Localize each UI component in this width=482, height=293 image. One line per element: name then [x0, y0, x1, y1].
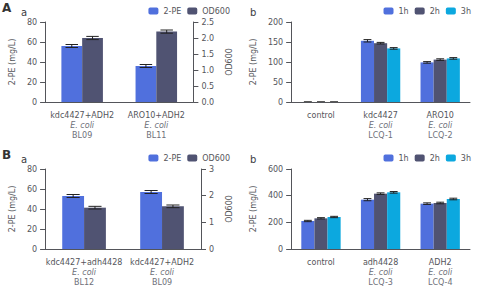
- svg-text:control: control: [307, 258, 335, 267]
- svg-text:kdc4427: kdc4427: [363, 111, 397, 120]
- svg-text:adh4428: adh4428: [363, 258, 398, 267]
- svg-text:100: 100: [268, 58, 283, 67]
- svg-text:b: b: [250, 7, 256, 18]
- svg-text:BL09: BL09: [152, 278, 172, 287]
- svg-text:a: a: [21, 7, 27, 18]
- svg-text:1h: 1h: [399, 7, 409, 16]
- svg-text:b: b: [250, 154, 256, 165]
- svg-text:3h: 3h: [461, 154, 471, 163]
- svg-text:E. coli: E. coli: [72, 268, 97, 277]
- svg-text:0: 0: [278, 245, 283, 254]
- svg-text:E. coli: E. coli: [428, 121, 453, 130]
- svg-text:20: 20: [27, 225, 37, 234]
- svg-text:E. coli: E. coli: [428, 268, 453, 277]
- svg-text:2-PE: 2-PE: [163, 154, 181, 163]
- svg-text:a: a: [21, 154, 27, 165]
- svg-text:E. coli: E. coli: [369, 121, 394, 130]
- svg-text:control: control: [307, 111, 335, 120]
- svg-text:2-PE (mg/L): 2-PE (mg/L): [249, 186, 258, 233]
- svg-text:80: 80: [27, 18, 37, 27]
- svg-text:LCQ-2: LCQ-2: [428, 131, 453, 140]
- svg-text:40: 40: [27, 205, 37, 214]
- svg-text:600: 600: [268, 165, 283, 174]
- svg-text:200: 200: [268, 18, 283, 27]
- svg-text:150: 150: [268, 38, 283, 47]
- svg-text:2-PE: 2-PE: [163, 7, 181, 16]
- svg-text:kdc4427+ADH2: kdc4427+ADH2: [50, 111, 114, 120]
- svg-text:1h: 1h: [399, 154, 409, 163]
- svg-text:2-PE (mg/L): 2-PE (mg/L): [249, 39, 258, 86]
- svg-text:ARO10+ADH2: ARO10+ADH2: [128, 111, 185, 120]
- svg-text:OD600: OD600: [202, 154, 230, 163]
- svg-text:2h: 2h: [430, 7, 440, 16]
- svg-text:kdc4427+ADH2: kdc4427+ADH2: [130, 258, 194, 267]
- svg-text:400: 400: [268, 191, 283, 200]
- svg-text:OD600: OD600: [225, 195, 234, 223]
- svg-text:BL11: BL11: [146, 131, 166, 140]
- svg-text:3: 3: [209, 165, 214, 174]
- svg-text:OD600: OD600: [225, 48, 234, 76]
- svg-text:LCQ-1: LCQ-1: [368, 131, 393, 140]
- svg-text:E. coli: E. coli: [369, 268, 394, 277]
- svg-text:ADH2: ADH2: [429, 258, 452, 267]
- svg-text:ARO10: ARO10: [426, 111, 454, 120]
- svg-text:0.0: 0.0: [201, 98, 214, 107]
- svg-text:40: 40: [27, 58, 37, 67]
- svg-text:200: 200: [268, 218, 283, 227]
- svg-text:80: 80: [27, 165, 37, 174]
- svg-text:E. coli: E. coli: [70, 121, 95, 130]
- svg-text:LCQ-4: LCQ-4: [428, 278, 453, 287]
- svg-text:kdc4427+adh4428: kdc4427+adh4428: [46, 258, 123, 267]
- svg-text:0: 0: [278, 98, 283, 107]
- svg-text:2-PE (mg/L): 2-PE (mg/L): [8, 39, 17, 86]
- svg-text:BL09: BL09: [72, 131, 92, 140]
- svg-text:E. coli: E. coli: [144, 121, 169, 130]
- svg-text:1: 1: [209, 218, 214, 227]
- svg-text:60: 60: [27, 38, 37, 47]
- svg-text:2h: 2h: [430, 154, 440, 163]
- svg-text:20: 20: [27, 78, 37, 87]
- svg-text:B: B: [2, 148, 11, 162]
- svg-text:0: 0: [32, 98, 37, 107]
- svg-text:0.5: 0.5: [201, 82, 214, 91]
- svg-text:0: 0: [209, 245, 214, 254]
- svg-text:A: A: [2, 1, 12, 15]
- svg-text:1.0: 1.0: [201, 66, 214, 75]
- svg-text:3h: 3h: [461, 7, 471, 16]
- svg-text:2-PE (mg/L): 2-PE (mg/L): [8, 186, 17, 233]
- svg-text:2.5: 2.5: [201, 18, 214, 27]
- svg-text:E. coli: E. coli: [150, 268, 175, 277]
- svg-text:2.0: 2.0: [201, 34, 214, 43]
- svg-text:LCQ-3: LCQ-3: [368, 278, 393, 287]
- svg-text:50: 50: [273, 78, 283, 87]
- svg-text:BL12: BL12: [74, 278, 94, 287]
- svg-text:0: 0: [32, 245, 37, 254]
- svg-text:1.5: 1.5: [201, 50, 214, 59]
- svg-text:60: 60: [27, 185, 37, 194]
- svg-text:2: 2: [209, 191, 214, 200]
- svg-text:OD600: OD600: [202, 7, 230, 16]
